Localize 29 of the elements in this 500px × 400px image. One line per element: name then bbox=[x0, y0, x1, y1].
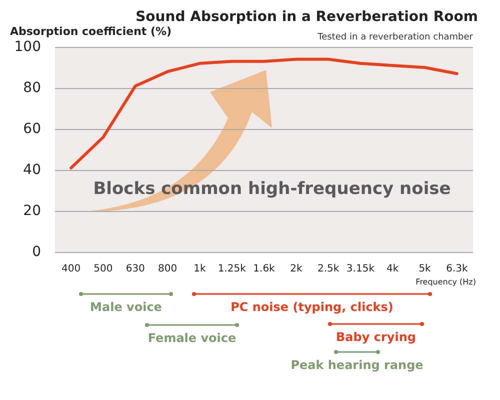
text: Male voice bbox=[90, 300, 162, 314]
y-tick-label: 80 bbox=[23, 80, 41, 96]
y-axis-title: Absorption coefficient (%) bbox=[10, 25, 172, 38]
y-tick-label: 100 bbox=[14, 39, 41, 55]
x-tick-label: 3.15k bbox=[346, 264, 375, 274]
text: Female voice bbox=[148, 331, 236, 345]
x-tick-label: 4k bbox=[386, 264, 399, 274]
x-tick-label: 800 bbox=[158, 264, 178, 274]
x-tick-label: 5k bbox=[418, 264, 432, 274]
line-series bbox=[70, 58, 458, 170]
text: Baby crying bbox=[336, 330, 416, 344]
y-tick-label: 60 bbox=[23, 121, 41, 137]
text: Peak hearing range bbox=[290, 358, 424, 372]
chart-subtitle: Tested in a reverberation chamber bbox=[316, 32, 474, 42]
y-tick-label: 40 bbox=[23, 162, 41, 178]
chart-title: Sound Absorption in a Reverberation Room bbox=[136, 9, 478, 25]
x-axis-title: Frequency (Hz) bbox=[416, 278, 476, 286]
text: PC noise (typing, clicks) bbox=[230, 300, 394, 314]
x-tick-label: 1.25k bbox=[218, 264, 246, 274]
x-tick-label: 500 bbox=[94, 264, 113, 274]
y-tick-label: 0 bbox=[32, 244, 41, 260]
x-tick-label: 1.6k bbox=[253, 264, 276, 274]
y-tick-label: 20 bbox=[23, 203, 41, 219]
x-tick-label: 6.3k bbox=[446, 264, 468, 274]
x-tick-label: 2k bbox=[290, 264, 302, 274]
x-tick-label: 2.5k bbox=[317, 264, 340, 274]
x-tick-label: 1k bbox=[194, 264, 206, 274]
x-tick-label: 630 bbox=[126, 264, 145, 274]
x-tick-label: 400 bbox=[62, 264, 81, 274]
